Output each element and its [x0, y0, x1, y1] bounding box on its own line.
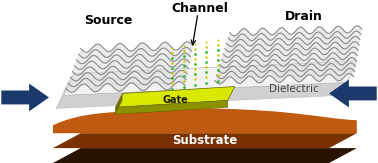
Polygon shape — [218, 58, 356, 73]
Polygon shape — [53, 148, 357, 163]
Polygon shape — [220, 52, 358, 68]
Polygon shape — [66, 76, 186, 92]
Polygon shape — [116, 87, 235, 107]
Text: Source: Source — [84, 15, 133, 28]
Polygon shape — [64, 61, 357, 96]
Polygon shape — [1, 84, 49, 111]
Polygon shape — [56, 74, 74, 108]
Polygon shape — [56, 82, 347, 108]
Polygon shape — [72, 59, 190, 75]
Polygon shape — [74, 53, 191, 69]
Polygon shape — [228, 26, 362, 41]
Polygon shape — [215, 68, 355, 84]
Polygon shape — [226, 31, 361, 46]
Polygon shape — [68, 70, 187, 87]
Text: Gate: Gate — [162, 95, 188, 105]
Polygon shape — [79, 42, 193, 58]
Polygon shape — [222, 47, 358, 63]
Polygon shape — [116, 100, 228, 114]
Polygon shape — [53, 108, 357, 133]
Text: Channel: Channel — [172, 2, 228, 15]
Polygon shape — [76, 47, 192, 64]
Text: Substrate: Substrate — [172, 134, 237, 147]
Polygon shape — [225, 36, 360, 52]
Polygon shape — [217, 63, 356, 79]
Polygon shape — [116, 93, 122, 114]
Polygon shape — [329, 80, 377, 107]
Polygon shape — [70, 65, 188, 81]
Text: Drain: Drain — [285, 9, 323, 22]
Polygon shape — [223, 42, 359, 57]
Text: Dielectric: Dielectric — [270, 83, 319, 94]
Polygon shape — [53, 133, 357, 148]
